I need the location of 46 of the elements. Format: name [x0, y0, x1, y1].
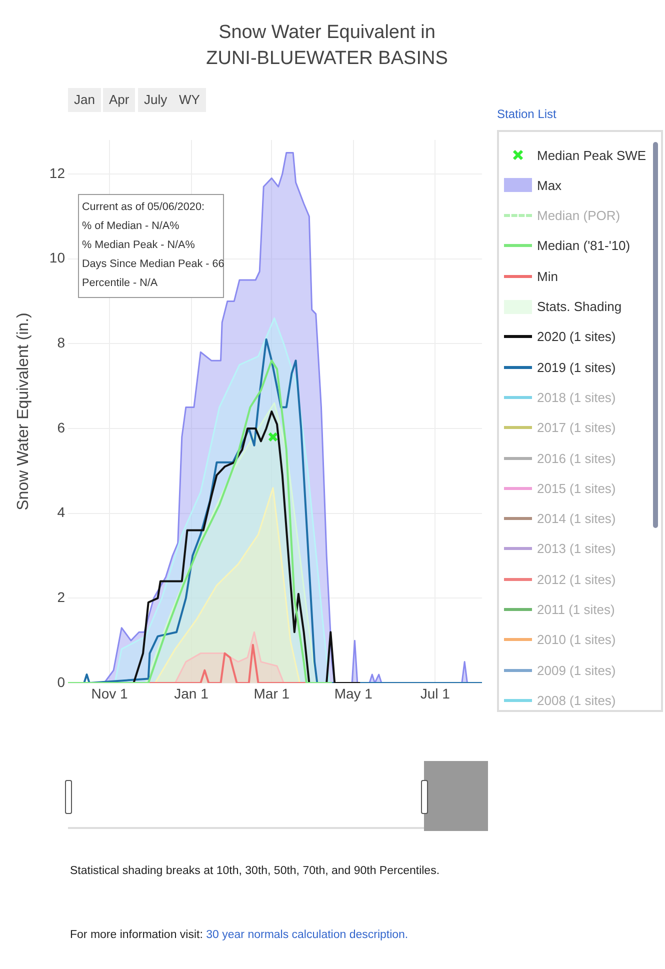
annotation: % Median Peak - N/A%: [82, 238, 196, 253]
x-tick-label: May 1: [334, 685, 373, 702]
legend-label: 2008 (1 sites): [537, 692, 616, 708]
legend-label: 2016 (1 sites): [537, 450, 616, 466]
legend-label: 2019 (1 sites): [537, 360, 616, 375]
legend-label: Median Peak SWE: [537, 148, 646, 162]
range-button: July: [138, 88, 174, 112]
y-tick-label: 12: [49, 164, 66, 181]
legend-label: Min: [537, 268, 558, 284]
text: Station List: [497, 107, 556, 121]
y-tick-label: 2: [57, 589, 66, 606]
legend-label: 2012 (1 sites): [537, 572, 616, 587]
y-tick-label: 6: [57, 419, 66, 436]
legend-label: 2015 (1 sites): [537, 480, 616, 496]
annotation: Percentile - N/A: [82, 276, 159, 291]
annotation: % of Median - N/A%: [82, 219, 180, 234]
legend-label: 2018 (1 sites): [537, 390, 616, 405]
legend-label: 2014 (1 sites): [537, 511, 616, 526]
annotation: Days Since Median Peak - 66: [82, 257, 224, 272]
legend-label: 2011 (1 sites): [537, 602, 615, 617]
y-tick-label: 10: [49, 250, 66, 266]
text: 30 year normals calculation description.: [206, 929, 408, 941]
x-tick-label: Jul 1: [420, 685, 450, 702]
y-tick-label: 4: [57, 504, 66, 520]
legend-label: Median ('81-'10): [537, 238, 630, 254]
legend-label: 2010 (1 sites): [537, 632, 616, 648]
legend-label: Max: [537, 178, 562, 193]
chart-title: Snow Water Equivalent in ZUNI-BLUEWATER BASINS: [205, 21, 449, 71]
text: For more information visit:: [70, 929, 203, 941]
legend-label: 2009 (1 sites): [537, 662, 616, 678]
range-button: WY: [173, 88, 206, 112]
y-tick-label: 8: [57, 334, 66, 350]
x-tick-label: Nov 1: [91, 685, 128, 702]
legend-label: 2013 (1 sites): [537, 541, 616, 556]
range-button: Jan: [68, 88, 101, 112]
range-button: Apr: [103, 88, 136, 112]
x-tick-label: Jan 1: [174, 685, 209, 702]
legend-label: Median (POR): [537, 208, 620, 224]
x-tick-label: Mar 1: [254, 685, 290, 702]
legend-label: 2017 (1 sites): [537, 420, 616, 436]
annotation: Current as of 05/06/2020:: [82, 200, 206, 215]
text: Statistical shading breaks at 10th, 30th, 50th, 70th, and 90th Percentiles.: [70, 865, 440, 877]
legend-label: 2020 (1 sites): [537, 329, 616, 344]
legend-label: Stats. Shading: [537, 299, 622, 314]
y-tick-label: 0: [57, 674, 66, 690]
y-axis-title: Snow Water Equivalent (in.): [15, 312, 32, 510]
